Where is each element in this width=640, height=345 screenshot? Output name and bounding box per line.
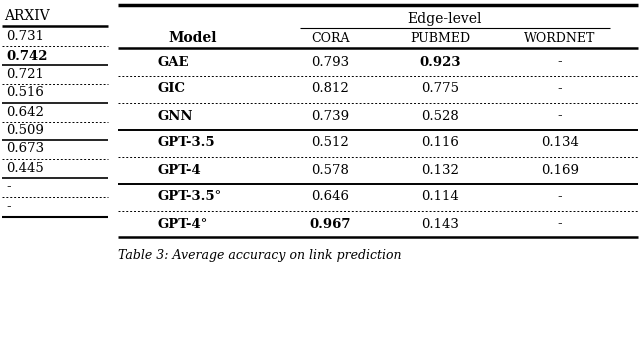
- Text: CORA: CORA: [311, 31, 349, 45]
- Text: 0.721: 0.721: [6, 68, 44, 80]
- Text: GPT-4: GPT-4: [158, 164, 202, 177]
- Text: -: -: [6, 200, 11, 214]
- Text: 0.731: 0.731: [6, 30, 44, 43]
- Text: -: -: [557, 190, 563, 204]
- Text: 0.516: 0.516: [6, 87, 44, 99]
- Text: 0.578: 0.578: [311, 164, 349, 177]
- Text: Table 3: Average accuracy on link prediction: Table 3: Average accuracy on link predic…: [118, 248, 401, 262]
- Text: 0.509: 0.509: [6, 125, 44, 138]
- Text: GPT-3.5: GPT-3.5: [158, 137, 216, 149]
- Text: GPT-4°: GPT-4°: [158, 217, 208, 230]
- Text: 0.812: 0.812: [311, 82, 349, 96]
- Text: 0.116: 0.116: [421, 137, 459, 149]
- Text: 0.646: 0.646: [311, 190, 349, 204]
- Text: 0.445: 0.445: [6, 161, 44, 175]
- Text: 0.512: 0.512: [311, 137, 349, 149]
- Text: -: -: [6, 180, 11, 194]
- Text: 0.739: 0.739: [311, 109, 349, 122]
- Text: Edge-level: Edge-level: [408, 12, 483, 26]
- Text: 0.742: 0.742: [6, 49, 47, 62]
- Text: ARXIV: ARXIV: [4, 9, 50, 23]
- Text: 0.967: 0.967: [309, 217, 351, 230]
- Text: WORDNET: WORDNET: [524, 31, 596, 45]
- Text: -: -: [557, 82, 563, 96]
- Text: GPT-3.5°: GPT-3.5°: [158, 190, 222, 204]
- Text: Model: Model: [168, 31, 216, 45]
- Text: GIC: GIC: [158, 82, 186, 96]
- Text: -: -: [557, 217, 563, 230]
- Text: 0.169: 0.169: [541, 164, 579, 177]
- Text: 0.132: 0.132: [421, 164, 459, 177]
- Text: -: -: [557, 56, 563, 69]
- Text: 0.528: 0.528: [421, 109, 459, 122]
- Text: 0.114: 0.114: [421, 190, 459, 204]
- Text: -: -: [557, 109, 563, 122]
- Text: 0.143: 0.143: [421, 217, 459, 230]
- Text: 0.775: 0.775: [421, 82, 459, 96]
- Text: 0.923: 0.923: [419, 56, 461, 69]
- Text: GAE: GAE: [158, 56, 189, 69]
- Text: PUBMED: PUBMED: [410, 31, 470, 45]
- Text: 0.642: 0.642: [6, 106, 44, 118]
- Text: 0.134: 0.134: [541, 137, 579, 149]
- Text: 0.793: 0.793: [311, 56, 349, 69]
- Text: 0.673: 0.673: [6, 142, 44, 156]
- Text: GNN: GNN: [158, 109, 193, 122]
